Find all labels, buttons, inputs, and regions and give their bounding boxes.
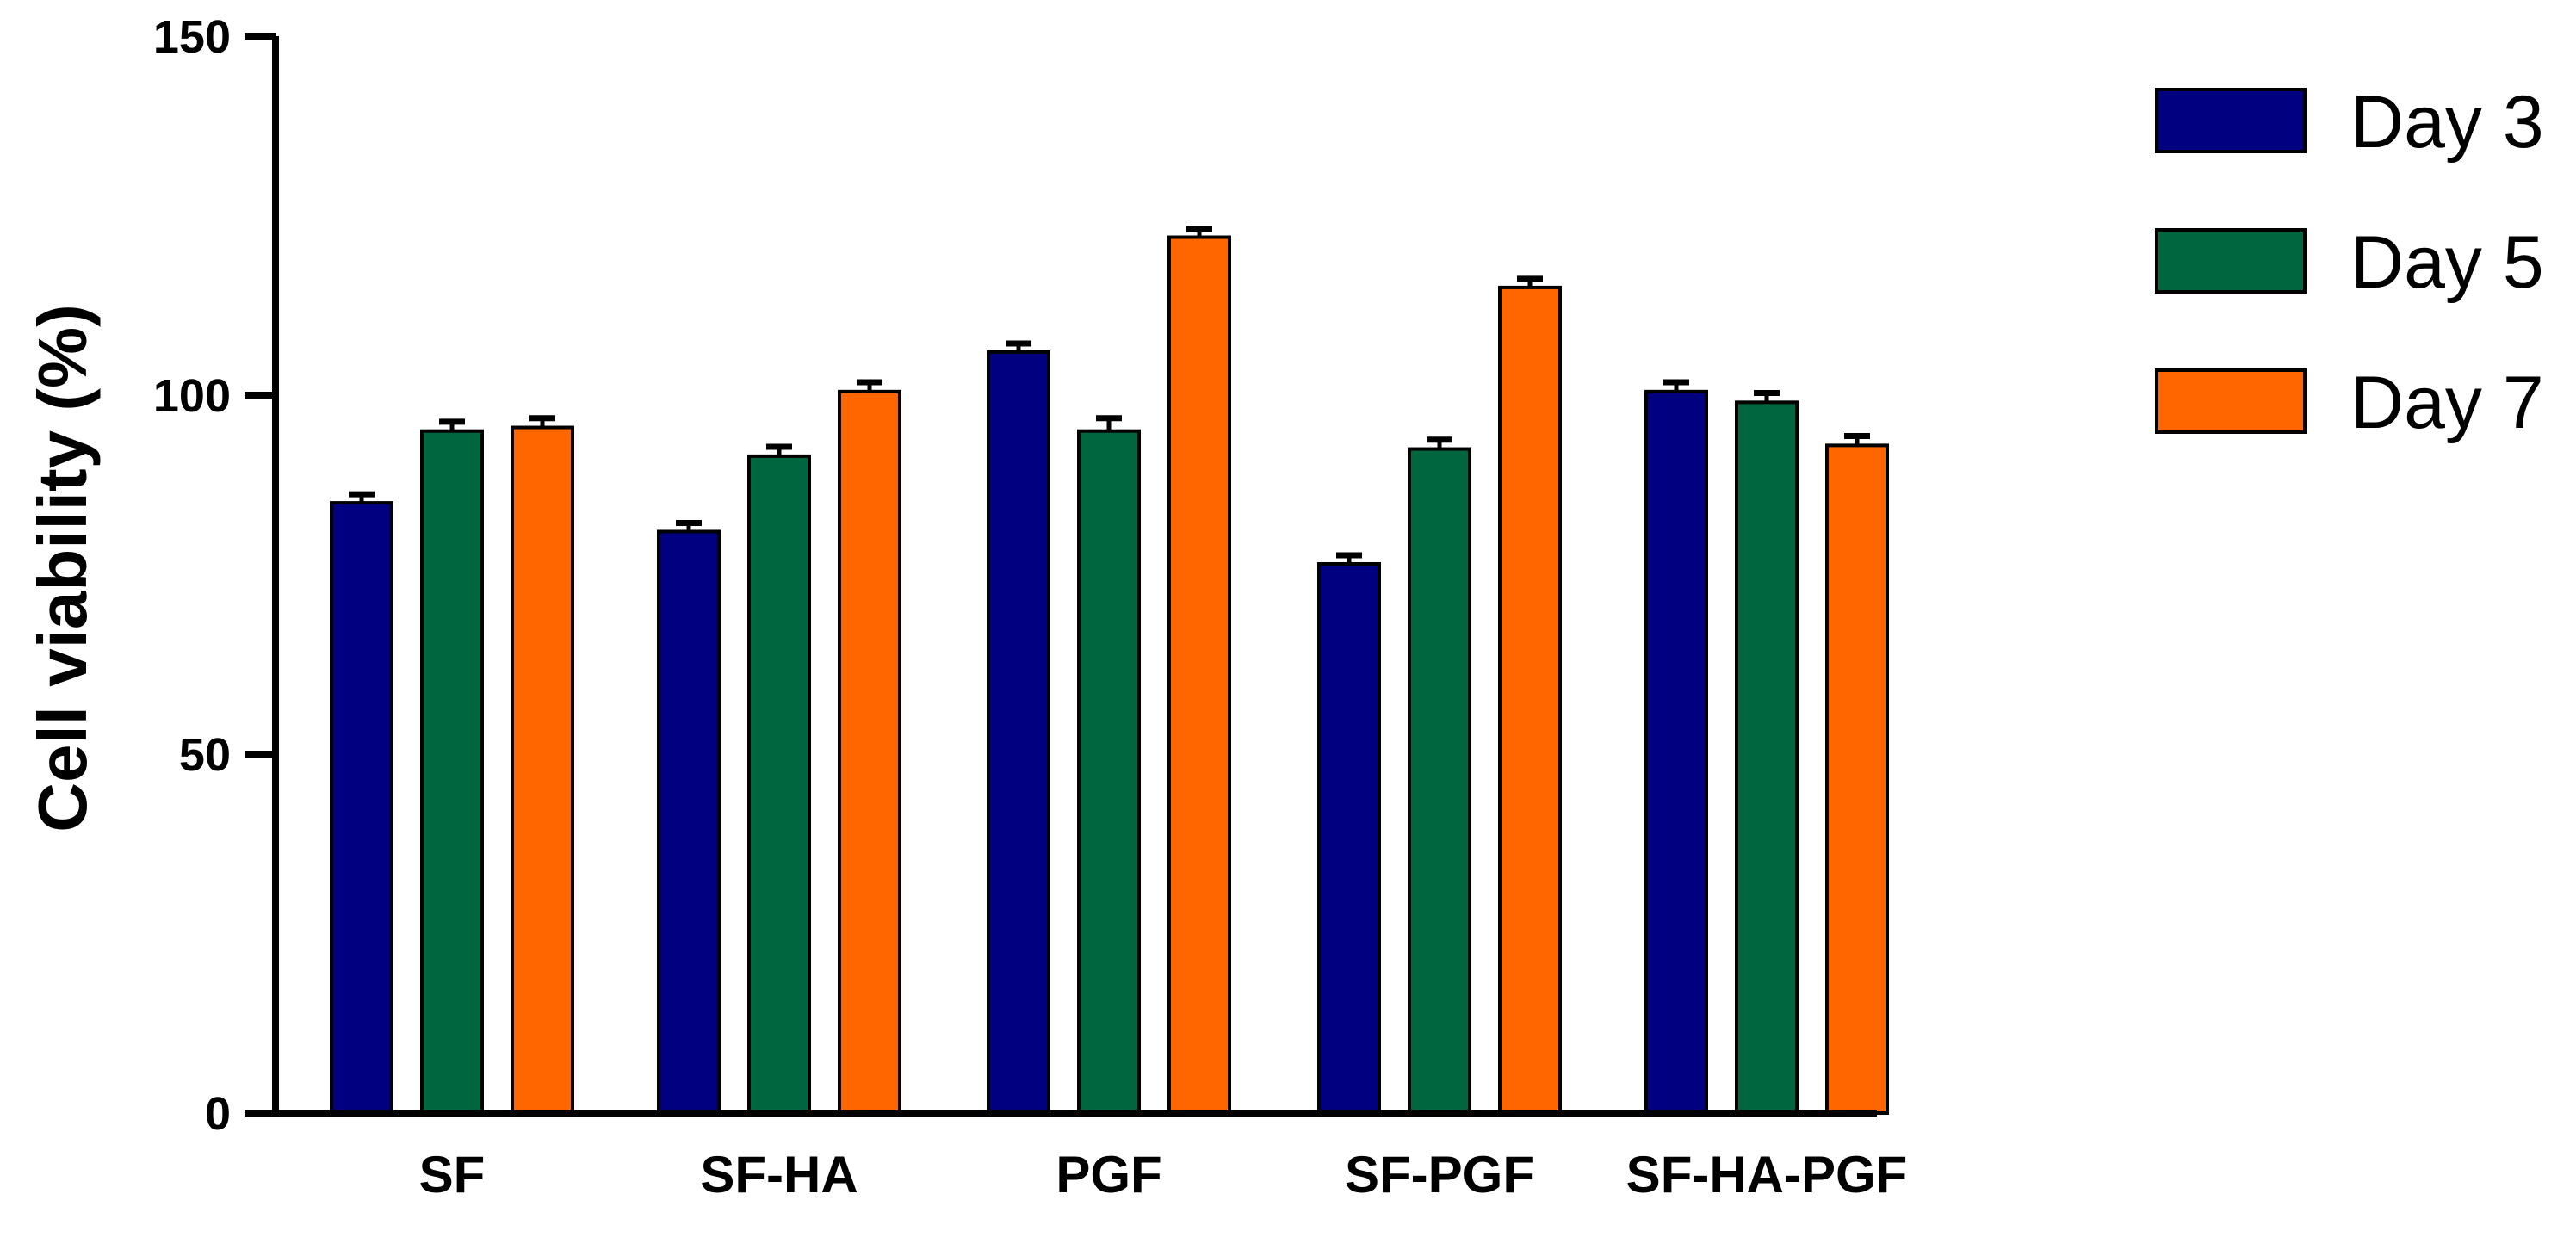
legend-label: Day 3 (2350, 81, 2544, 164)
y-axis-title: Cell viability (%) (24, 304, 101, 832)
bar-sf-ha-pgf-day-3 (1644, 389, 1708, 1115)
bar-sf-pgf-day-7 (1498, 285, 1562, 1115)
bar-sf-day-5 (420, 429, 484, 1115)
y-tick-label: 100 (153, 370, 231, 422)
legend-swatch (2155, 228, 2307, 294)
bar-sf-day-3 (330, 501, 393, 1115)
bar-sf-ha-pgf-day-7 (1825, 443, 1889, 1115)
legend: Day 3 Day 5 Day 7 (2155, 81, 2544, 444)
legend-swatch (2155, 368, 2307, 434)
x-tick-label: SF-PGF (1345, 1146, 1534, 1203)
bar-sf-pgf-day-3 (1317, 561, 1381, 1115)
legend-label: Day 7 (2350, 362, 2544, 444)
bar-pgf-day-5 (1077, 429, 1141, 1115)
x-tick-label: SF (419, 1146, 486, 1203)
bar-sf-ha-day-3 (657, 529, 721, 1115)
bar-pgf-day-7 (1167, 235, 1231, 1115)
legend-swatch (2155, 88, 2307, 153)
y-tick-label: 150 (153, 11, 231, 63)
x-tick-label: SF-HA-PGF (1626, 1146, 1908, 1203)
bar-pgf-day-3 (987, 350, 1050, 1115)
y-tick-label: 50 (179, 729, 231, 781)
bar-sf-pgf-day-5 (1408, 447, 1471, 1115)
bars-layer (330, 226, 1889, 1115)
bar-sf-ha-pgf-day-5 (1735, 400, 1799, 1115)
bar-sf-ha-day-5 (747, 454, 811, 1115)
y-ticks: 0 50 100 150 (153, 11, 276, 1140)
bar-sf-day-7 (511, 425, 574, 1115)
x-tick-label: PGF (1056, 1146, 1161, 1203)
x-tick-label: SF-HA (700, 1146, 858, 1203)
x-tick-labels: SF SF-HA PGF SF-PGF SF-HA-PGF (419, 1146, 1908, 1203)
y-tick-label: 0 (205, 1088, 231, 1140)
axes-layer (272, 36, 1877, 1117)
legend-label: Day 5 (2350, 221, 2544, 304)
bar-sf-ha-day-7 (838, 389, 901, 1115)
